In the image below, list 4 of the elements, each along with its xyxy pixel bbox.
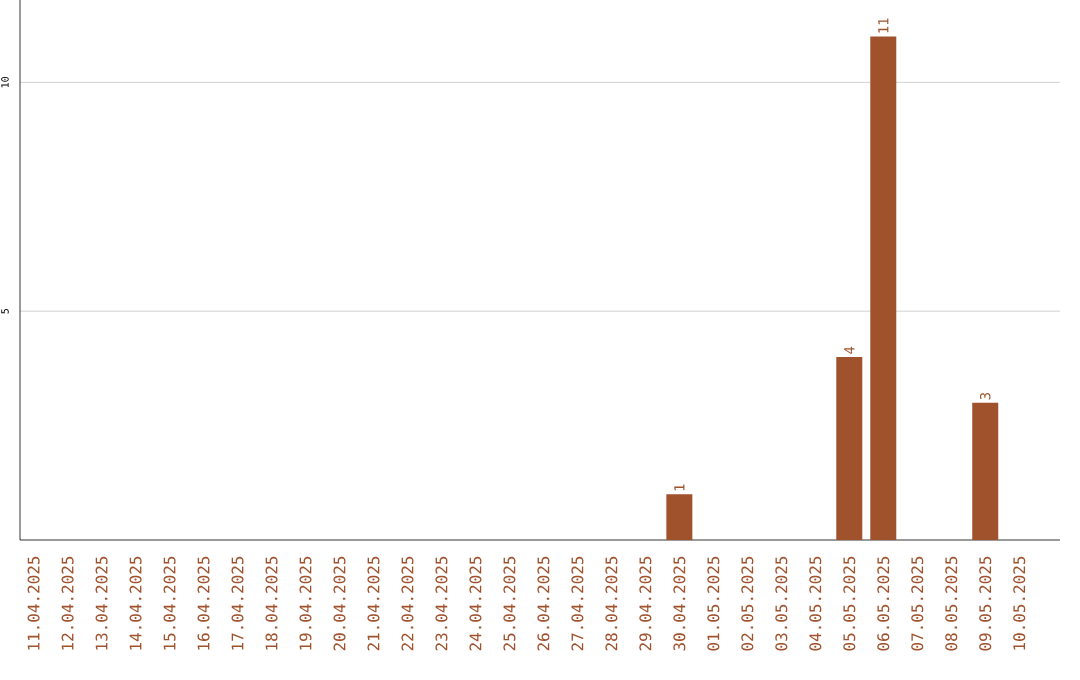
bar [666,494,693,540]
bar [836,356,863,540]
bar [870,36,897,540]
bar [972,402,999,540]
